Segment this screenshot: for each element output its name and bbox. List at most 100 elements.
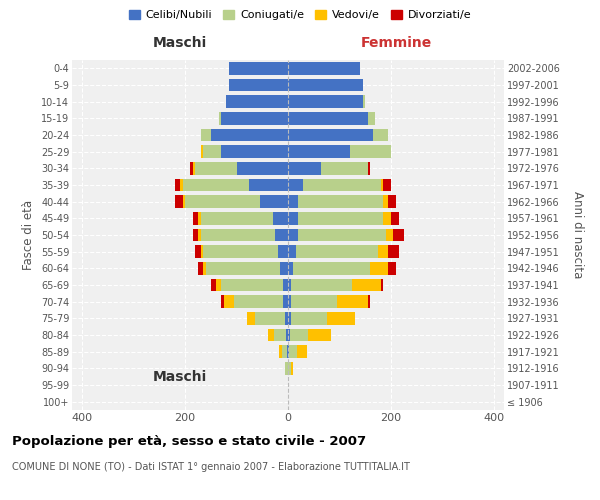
Bar [298, 196, 383, 208]
Bar [203, 146, 221, 158]
Bar [196, 246, 200, 258]
Bar [288, 362, 290, 374]
Text: Maschi: Maschi [153, 36, 207, 50]
Bar [282, 346, 287, 358]
Bar [221, 279, 283, 291]
Bar [234, 296, 283, 308]
Bar [288, 79, 362, 92]
Text: Popolazione per età, sesso e stato civile - 2007: Popolazione per età, sesso e stato civil… [12, 435, 366, 448]
Bar [288, 179, 304, 192]
Bar [182, 179, 250, 192]
Bar [288, 196, 298, 208]
Text: Maschi: Maschi [153, 370, 207, 384]
Bar [224, 296, 234, 308]
Bar [275, 229, 288, 241]
Bar [388, 196, 396, 208]
Bar [388, 246, 398, 258]
Bar [290, 312, 326, 324]
Bar [298, 229, 386, 241]
Bar [236, 162, 288, 174]
Bar [288, 312, 290, 324]
Bar [211, 129, 288, 141]
Bar [380, 279, 383, 291]
Bar [175, 196, 182, 208]
Bar [229, 79, 288, 92]
Bar [279, 346, 282, 358]
Bar [288, 262, 293, 274]
Bar [290, 329, 308, 341]
Bar [254, 312, 286, 324]
Bar [200, 229, 275, 241]
Bar [198, 212, 200, 224]
Bar [322, 162, 368, 174]
Legend: Celibi/Nubili, Coniugati/e, Vedovi/e, Divorziati/e: Celibi/Nubili, Coniugati/e, Vedovi/e, Di… [124, 6, 476, 25]
Bar [221, 296, 224, 308]
Bar [304, 179, 380, 192]
Bar [193, 162, 196, 174]
Bar [296, 246, 378, 258]
Bar [288, 296, 290, 308]
Bar [175, 179, 180, 192]
Bar [190, 162, 193, 174]
Bar [383, 196, 388, 208]
Bar [198, 229, 200, 241]
Bar [394, 229, 404, 241]
Bar [288, 62, 360, 74]
Bar [288, 279, 290, 291]
Text: COMUNE DI NONE (TO) - Dati ISTAT 1° gennaio 2007 - Elaborazione TUTTITALIA.IT: COMUNE DI NONE (TO) - Dati ISTAT 1° genn… [12, 462, 410, 472]
Bar [383, 179, 391, 192]
Bar [288, 146, 350, 158]
Bar [298, 212, 383, 224]
Bar [200, 129, 211, 141]
Y-axis label: Anni di nascita: Anni di nascita [571, 192, 584, 278]
Bar [286, 329, 288, 341]
Bar [200, 146, 203, 158]
Bar [350, 146, 391, 158]
Bar [391, 212, 398, 224]
Bar [388, 262, 396, 274]
Bar [283, 296, 288, 308]
Bar [196, 162, 236, 174]
Bar [280, 262, 288, 274]
Bar [286, 362, 288, 374]
Bar [211, 279, 216, 291]
Bar [260, 196, 288, 208]
Bar [288, 129, 373, 141]
Bar [288, 212, 298, 224]
Bar [193, 212, 198, 224]
Bar [193, 229, 198, 241]
Bar [226, 96, 288, 108]
Bar [297, 346, 307, 358]
Bar [288, 112, 368, 124]
Bar [216, 279, 221, 291]
Y-axis label: Fasce di età: Fasce di età [22, 200, 35, 270]
Bar [368, 112, 376, 124]
Bar [288, 346, 289, 358]
Bar [185, 196, 260, 208]
Bar [206, 262, 280, 274]
Bar [290, 296, 337, 308]
Bar [326, 312, 355, 324]
Bar [386, 229, 394, 241]
Bar [221, 146, 288, 158]
Bar [368, 162, 370, 174]
Bar [380, 179, 383, 192]
Bar [203, 262, 206, 274]
Bar [272, 212, 288, 224]
Bar [200, 246, 203, 258]
Bar [250, 179, 288, 192]
Bar [288, 229, 298, 241]
Bar [352, 279, 380, 291]
Bar [286, 312, 288, 324]
Bar [221, 112, 288, 124]
Bar [247, 312, 254, 324]
Bar [288, 329, 290, 341]
Text: Femmine: Femmine [361, 36, 431, 50]
Bar [288, 162, 322, 174]
Bar [383, 212, 391, 224]
Bar [278, 246, 288, 258]
Bar [337, 296, 368, 308]
Bar [290, 362, 293, 374]
Bar [370, 262, 388, 274]
Bar [268, 329, 274, 341]
